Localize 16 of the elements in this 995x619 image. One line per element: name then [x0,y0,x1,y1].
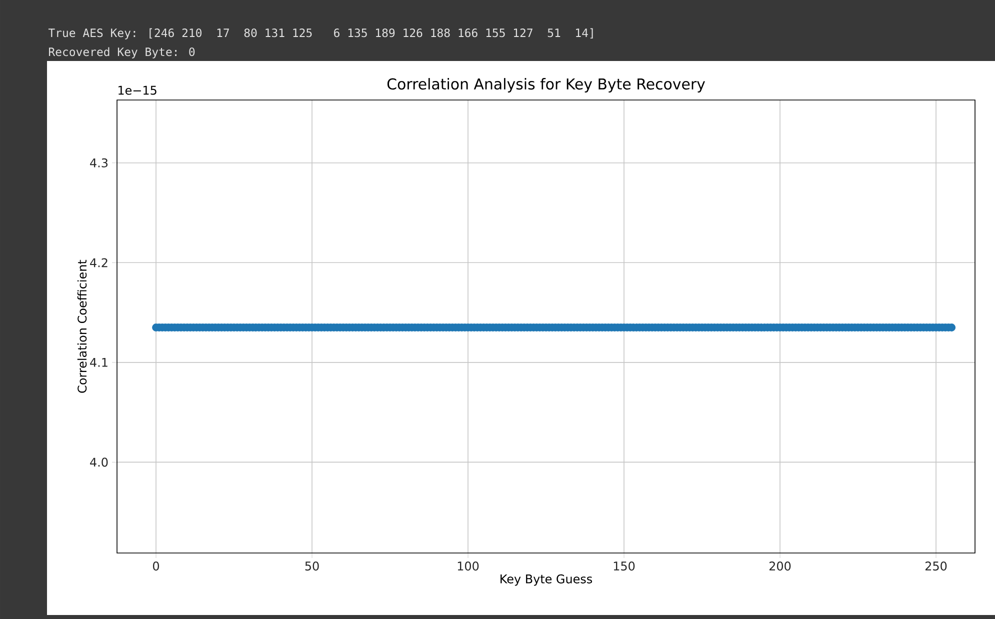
x-tick-label: 200 [769,562,791,571]
text: Recovered Key Byte: 0 [49,47,195,58]
x-tick-label: 100 [458,562,479,571]
x-tick-label: 150 [614,562,635,571]
x-axis-title: Key Byte Guess [500,574,592,586]
x-tick-label: 50 [305,562,319,571]
y-tick-label: 4.1 [90,358,108,367]
text: True AES Key: [246 210 17 80 131 125 6 135 189 126 188 166 155 127 51 14] [48,28,593,40]
y-axis-title: Correlation Coefficient [77,260,87,393]
y-tick-label: 4.2 [90,258,108,268]
y-tick-label: 4.3 [90,158,108,168]
x-tick-label: 250 [925,562,947,571]
y-tick-label: 4.0 [90,458,108,467]
x-tick-label: 0 [152,562,160,571]
text: 1e−15 [118,86,156,95]
chart-title: Correlation Analysis for Key Byte Recovery [387,78,705,92]
